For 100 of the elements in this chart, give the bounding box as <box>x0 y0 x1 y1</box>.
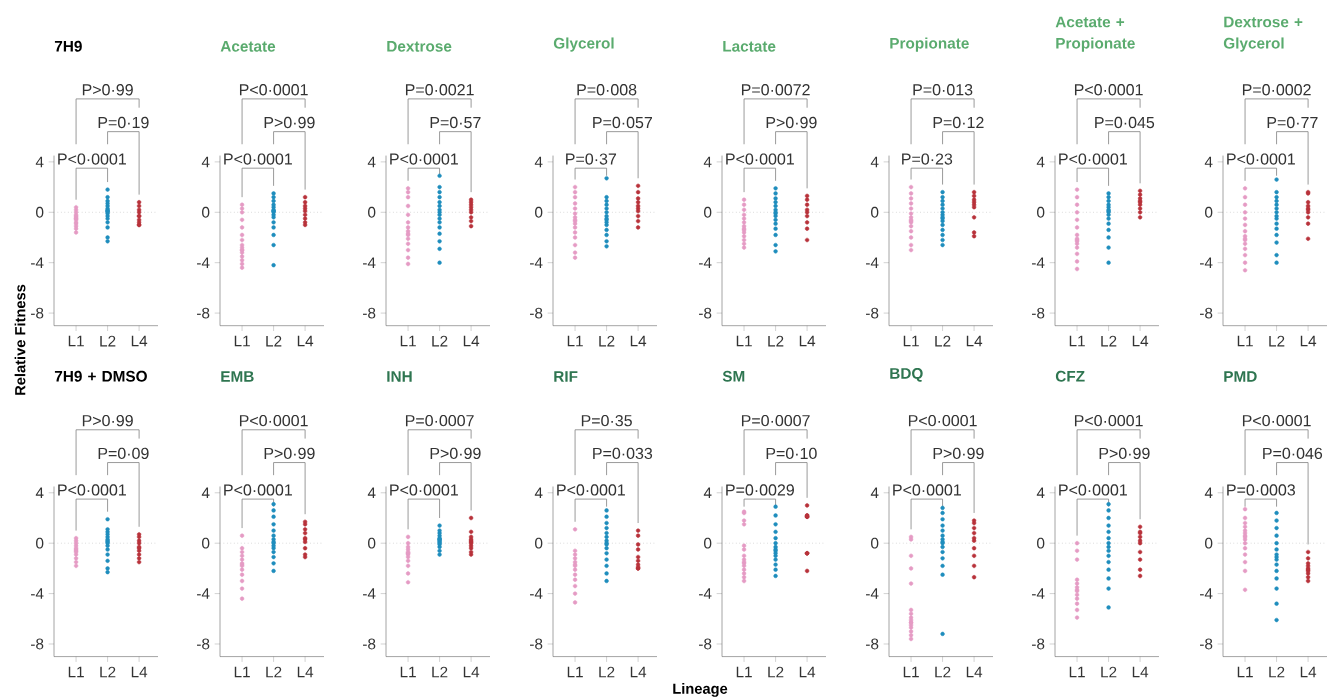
x-tick-label: L1 <box>1069 335 1085 347</box>
x-tick-label: L1 <box>234 335 250 347</box>
chart-title: Acetate + Propionate <box>1055 16 1135 52</box>
text: P>0·99 <box>82 414 133 427</box>
text: P=0·008 <box>577 84 637 96</box>
x-tick-label: L4 <box>131 335 148 347</box>
annotation: P<0·0001 <box>1059 484 1127 496</box>
x-tick-label: L4 <box>463 666 480 678</box>
text: P<0·0001 <box>1242 414 1311 427</box>
y-tick-label: 0 <box>535 206 543 218</box>
annotation: P<0·0001 <box>1227 153 1295 165</box>
annotation: P<0·0001 <box>390 153 458 165</box>
x-tick-label: L2 <box>100 335 116 347</box>
y-tick-label: 4 <box>35 487 44 499</box>
y-tick-label: -8 <box>1032 638 1045 650</box>
text: P<0·0001 <box>908 414 977 427</box>
text: P=0·0007 <box>741 414 810 427</box>
y-tick-label: -8 <box>31 638 44 650</box>
text: P=0·0002 <box>1242 84 1311 96</box>
x-tick-label: L1 <box>68 335 84 347</box>
chart-title: Acetate <box>220 41 276 52</box>
y-tick-label: 4 <box>1036 156 1045 168</box>
x-tick-label: L1 <box>1069 666 1085 678</box>
y-tick-label: -8 <box>363 638 376 650</box>
text: P=0·0007 <box>405 414 474 427</box>
y-tick-label: 0 <box>1037 537 1045 549</box>
y-axis-title: Relative Fitness <box>14 284 26 395</box>
y-tick-label: -4 <box>31 257 44 268</box>
x-tick-label: L4 <box>966 666 983 678</box>
annotation: P<0·0001 <box>1059 153 1127 165</box>
y-tick-label: -4 <box>1032 257 1045 268</box>
y-tick-label: -4 <box>1200 588 1213 599</box>
x-tick-label: L2 <box>768 335 784 347</box>
text: P>0·99 <box>766 116 817 129</box>
annotation: P<0·0001 <box>893 484 961 496</box>
x-axis-title: Lineage <box>673 683 728 697</box>
y-tick-label: 0 <box>704 537 712 549</box>
y-tick-label: -8 <box>1200 638 1213 650</box>
x-tick-label: L1 <box>400 335 416 347</box>
y-tick-label: -4 <box>197 588 210 599</box>
y-tick-label: -8 <box>31 307 44 319</box>
text: P=0·057 <box>593 116 652 129</box>
x-tick-label: L2 <box>432 335 448 347</box>
text: P=0·10 <box>766 447 817 460</box>
text: P>0·99 <box>430 447 481 460</box>
text: P=0·0021 <box>405 84 474 96</box>
x-tick-label: L2 <box>768 666 784 678</box>
y-tick-label: 0 <box>1205 537 1213 549</box>
text: P=0·013 <box>913 84 973 96</box>
annotation: P<0·0001 <box>58 484 126 496</box>
x-tick-label: L2 <box>432 666 448 678</box>
chart-title: CFZ <box>1055 370 1085 382</box>
y-tick-label: -8 <box>1032 307 1045 319</box>
chart-title: 7H9 + DMSO <box>54 370 147 382</box>
x-tick-label: L1 <box>567 335 583 347</box>
x-tick-label: L1 <box>68 666 84 678</box>
y-tick-label: -8 <box>530 638 543 650</box>
x-tick-label: L4 <box>297 335 314 347</box>
chart-title: Glycerol <box>553 37 614 52</box>
x-tick-label: L2 <box>935 666 951 678</box>
x-tick-label: L4 <box>463 335 480 347</box>
text: P=0·045 <box>1095 116 1155 129</box>
y-tick-label: 0 <box>202 537 210 549</box>
x-tick-label: L1 <box>736 335 752 347</box>
x-tick-label: L1 <box>1237 666 1253 678</box>
x-tick-label: L4 <box>799 666 816 678</box>
x-tick-label: L4 <box>1132 666 1149 678</box>
y-tick-label: 0 <box>368 206 376 218</box>
text: P>0·99 <box>1099 447 1150 460</box>
y-tick-label: 0 <box>871 206 879 218</box>
chart-title: BDQ <box>890 368 923 382</box>
y-tick-label: -4 <box>363 588 376 599</box>
x-tick-label: L1 <box>234 666 250 678</box>
y-tick-label: -4 <box>1032 588 1045 599</box>
x-tick-label: L2 <box>1101 335 1117 347</box>
x-tick-label: L4 <box>1300 335 1317 347</box>
x-tick-label: L4 <box>1300 666 1317 678</box>
x-tick-label: L4 <box>966 335 983 347</box>
x-tick-label: L1 <box>903 335 919 347</box>
chart-title: Dextrose <box>387 41 452 52</box>
annotation: P=0·23 <box>902 153 953 165</box>
annotation: P=0·0029 <box>726 484 794 496</box>
chart-title: RIF <box>554 371 578 382</box>
y-tick-label: -4 <box>31 588 44 599</box>
y-tick-label: -4 <box>699 257 712 268</box>
x-tick-label: L2 <box>935 335 951 347</box>
text: P=0·12 <box>933 116 984 129</box>
y-tick-label: 0 <box>535 537 543 549</box>
text: P=0·033 <box>593 447 653 460</box>
y-tick-label: -4 <box>699 588 712 599</box>
y-tick-label: -8 <box>1200 307 1213 319</box>
x-tick-label: L2 <box>266 335 282 347</box>
y-tick-label: -8 <box>530 307 543 319</box>
y-tick-label: 0 <box>36 206 44 218</box>
chart-title: Lactate <box>723 41 776 52</box>
y-tick-label: -8 <box>197 307 210 319</box>
chart-title: Propionate <box>890 37 969 52</box>
y-tick-label: -4 <box>197 257 210 268</box>
text: P=0·09 <box>98 447 149 460</box>
y-tick-label: -8 <box>699 638 712 650</box>
